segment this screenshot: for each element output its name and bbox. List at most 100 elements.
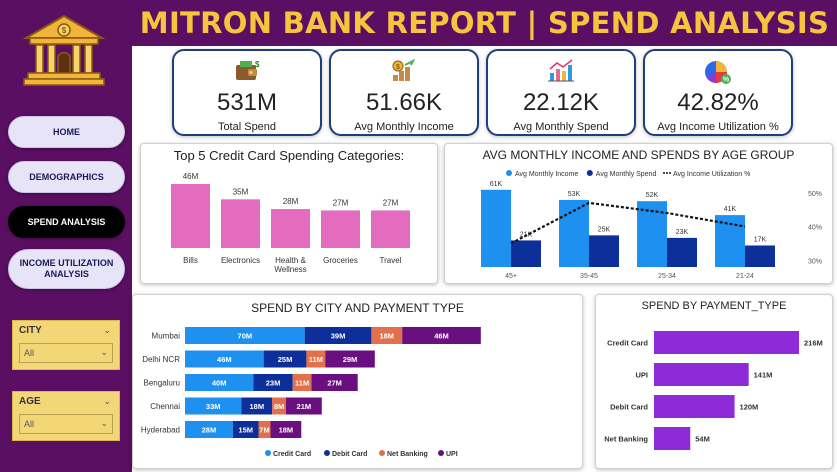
stacked-segment xyxy=(258,421,271,438)
kpi-total-spend-label: Total Spend xyxy=(217,121,277,133)
legend-marker xyxy=(506,170,512,176)
chevron-down-icon[interactable]: ⌄ xyxy=(103,396,111,406)
stacked-segment xyxy=(185,374,254,391)
stacked-segment xyxy=(371,327,403,344)
segment-label: 39M xyxy=(331,332,346,341)
spend-bar xyxy=(511,240,541,267)
payment-type-chart-title: SPEND BY PAYMENT_TYPE xyxy=(641,300,787,312)
segment-label: 18M xyxy=(250,402,265,411)
data-label: 120M xyxy=(740,403,759,412)
kpi-avg-monthly-spend-label: Avg Monthly Spend xyxy=(513,121,609,133)
bar-chart-icon xyxy=(488,59,634,83)
kpi-avg-monthly-income-card: $ 51.66K Avg Monthly Income xyxy=(329,49,479,136)
city-select[interactable]: All ⌄ xyxy=(19,343,113,363)
payment-type-label: UPI xyxy=(635,371,648,380)
category-label: Groceries xyxy=(323,256,358,265)
pie-chart-icon: % xyxy=(645,59,791,84)
kpi-avg-income-utilization-card: % 42.82% Avg Income Utilization % xyxy=(643,49,793,136)
payment-type-label: Debit Card xyxy=(610,403,648,412)
segment-label: 18M xyxy=(379,332,394,341)
segment-label: 18M xyxy=(279,426,294,435)
nav-home-button[interactable]: HOME xyxy=(8,116,125,148)
city-label: Mumbai xyxy=(152,332,181,341)
age-group-chart-title: AVG MONTHLY INCOME AND SPENDS BY AGE GRO… xyxy=(482,148,795,162)
legend-label: Net Banking xyxy=(387,451,428,458)
bank-logo-icon: $ xyxy=(22,14,106,86)
svg-text:$: $ xyxy=(255,60,260,69)
top-categories-chart: 46M Bills 35M Electronics 28M Health &Wellnes… xyxy=(171,172,410,274)
nav-spend-label: SPEND ANALYSIS xyxy=(27,217,106,227)
segment-label: 46M xyxy=(434,332,449,341)
city-payment-chart-title: SPEND BY CITY AND PAYMENT TYPE xyxy=(251,301,464,315)
spend-data-label: 25K xyxy=(598,226,611,233)
nav-income-utilization-button[interactable]: INCOME UTILIZATION ANALYSIS xyxy=(8,249,125,289)
category-label: Travel xyxy=(380,256,402,265)
nav-spend-analysis-button[interactable]: SPEND ANALYSIS xyxy=(8,206,125,238)
segment-label: 11M xyxy=(309,355,323,364)
segment-label: 27M xyxy=(327,379,342,388)
stacked-segment xyxy=(232,421,259,438)
stacked-segment xyxy=(292,374,312,391)
age-slicer: AGE ⌄ All ⌄ xyxy=(12,391,120,441)
utilization-line xyxy=(510,201,746,245)
stacked-segment xyxy=(241,397,273,415)
stacked-segment xyxy=(185,327,305,344)
nav-demographics-button[interactable]: DEMOGRAPHICS xyxy=(8,161,125,193)
legend-marker xyxy=(438,450,444,456)
category-label: Bills xyxy=(183,256,198,265)
city-payment-chart-panel: SPEND BY CITY AND PAYMENT TYPE Mumbai 70M… xyxy=(132,294,583,469)
income-data-label: 61K xyxy=(490,181,503,188)
income-data-label: 53K xyxy=(568,191,581,198)
chevron-down-icon[interactable]: ⌄ xyxy=(103,325,111,335)
city-label: Chennai xyxy=(150,402,180,411)
header: MITRON BANK REPORT | SPEND ANALYSIS xyxy=(132,0,837,46)
stacked-segment xyxy=(270,421,302,438)
segment-label: 25M xyxy=(278,355,293,364)
y2-tick-label: 30% xyxy=(808,258,822,265)
chevron-down-icon: ⌄ xyxy=(100,418,108,428)
data-label: 35M xyxy=(233,187,249,196)
bar xyxy=(654,363,749,386)
bar xyxy=(171,184,210,248)
stacked-segment xyxy=(304,327,372,344)
segment-label: 70M xyxy=(238,332,253,341)
city-label: Bengaluru xyxy=(144,379,180,388)
nav-income-label-line1: INCOME UTILIZATION xyxy=(19,258,114,268)
category-label: Electronics xyxy=(221,256,260,265)
svg-text:%: % xyxy=(723,77,730,84)
age-select[interactable]: All ⌄ xyxy=(19,414,113,434)
data-label: 54M xyxy=(695,435,710,444)
bar xyxy=(271,209,310,248)
legend-label: Avg Monthly Income xyxy=(515,171,578,178)
stacked-segment xyxy=(185,397,242,415)
stacked-segment xyxy=(325,350,375,368)
top-categories-chart-panel: Top 5 Credit Card Spending Categories: 4… xyxy=(140,143,438,284)
y2-tick-label: 50% xyxy=(808,191,822,198)
page-title: MITRON BANK REPORT | SPEND ANALYSIS xyxy=(139,6,830,40)
stacked-segment xyxy=(185,350,264,368)
segment-label: 33M xyxy=(206,402,221,411)
kpi-avg-monthly-spend-value: 22.12K xyxy=(522,89,600,116)
spend-data-label: 23K xyxy=(676,229,689,236)
age-group-chart-panel: AVG MONTHLY INCOME AND SPENDS BY AGE GRO… xyxy=(444,143,833,284)
city-label: Hyderabad xyxy=(141,426,180,435)
payment-type-label: Credit Card xyxy=(607,339,648,348)
legend-marker xyxy=(265,450,271,456)
category-label: 35-45 xyxy=(580,273,598,280)
bar xyxy=(654,331,799,354)
stacked-segment xyxy=(306,350,326,368)
segment-label: 28M xyxy=(202,426,217,435)
category-label: Wellness xyxy=(274,265,306,274)
kpi-avg-income-utilization-value: 42.82% xyxy=(677,89,759,116)
spend-data-label: 17K xyxy=(754,236,767,243)
bar xyxy=(221,199,260,248)
bar xyxy=(654,395,735,418)
segment-label: 8M xyxy=(274,402,284,411)
data-label: 27M xyxy=(333,198,349,207)
main-content: $ 531M Total Spend $ 51.66K Avg Monthly … xyxy=(132,46,837,472)
age-select-value: All xyxy=(24,419,35,429)
category-label: 21-24 xyxy=(736,273,754,280)
kpi-avg-monthly-income-value: 51.66K xyxy=(365,89,443,116)
city-slicer-label: CITY xyxy=(19,325,42,336)
payment-type-label: Net Banking xyxy=(604,435,648,444)
